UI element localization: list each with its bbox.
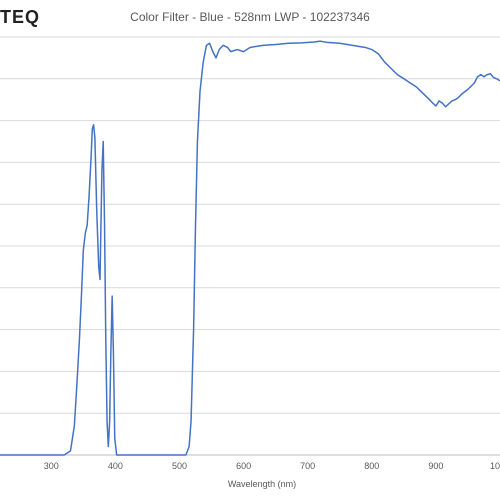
x-tick-label: 500 [172, 461, 187, 471]
series-line [0, 40, 500, 456]
x-tick-label: 300 [44, 461, 59, 471]
x-tick-label: 800 [364, 461, 379, 471]
x-tick-label: 1000 [490, 461, 500, 471]
x-tick-label: 700 [300, 461, 315, 471]
x-axis-ticks: 300 400 500 600 700 800 900 1000 [44, 461, 500, 471]
brand-logo: TEQ [0, 7, 41, 27]
x-axis-label: Wavelength (nm) [228, 479, 296, 489]
x-tick-label: 400 [108, 461, 123, 471]
x-tick-label: 600 [236, 461, 251, 471]
x-tick-label: 900 [428, 461, 443, 471]
chart-title: Color Filter - Blue - 528nm LWP - 102237… [130, 10, 370, 24]
gridlines [0, 36, 500, 456]
